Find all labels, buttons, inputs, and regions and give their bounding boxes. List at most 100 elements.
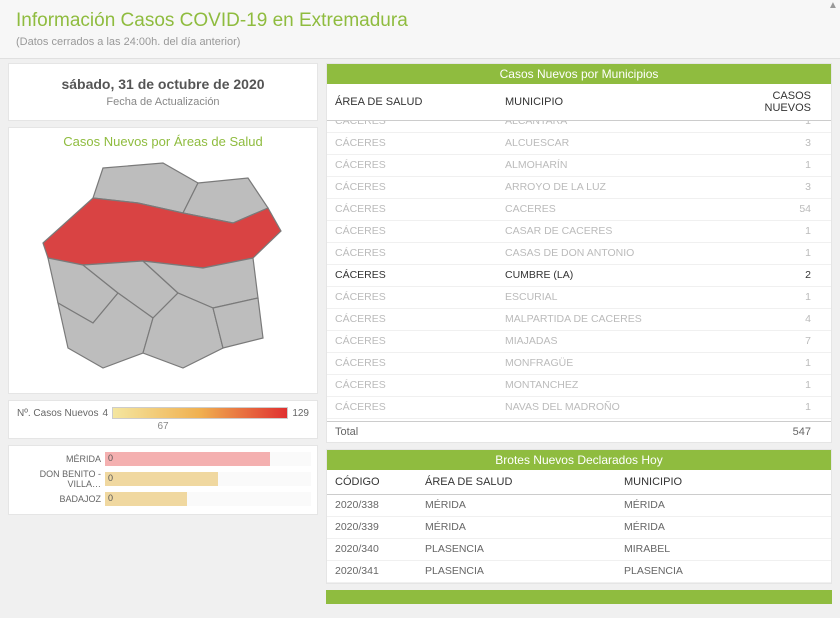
bar-row[interactable]: MÉRIDA0 xyxy=(15,450,311,468)
scroll-up-icon[interactable]: ▲ xyxy=(828,0,838,14)
cell-casos: 3 xyxy=(743,179,823,196)
cell-casos: 1 xyxy=(743,289,823,306)
update-date-label: Fecha de Actualización xyxy=(9,96,317,108)
table-row[interactable]: CÁCERESMIAJADAS7 xyxy=(327,331,831,353)
bar-label: DON BENITO - VILLA… xyxy=(15,469,105,489)
brotes-table-panel: Brotes Nuevos Declarados Hoy CÓDIGO ÁREA… xyxy=(326,449,832,584)
table-row[interactable]: CÁCERESTRUJILLO1 xyxy=(327,419,831,421)
cell-municipio: MÉRIDA xyxy=(624,519,823,536)
cell-area: CÁCERES xyxy=(335,333,505,350)
legend-min: 4 xyxy=(102,408,108,419)
bar-value: 0 xyxy=(108,473,113,483)
page-subtitle: (Datos cerrados a las 24:00h. del día an… xyxy=(16,36,824,48)
table-row[interactable]: CÁCERESALMOHARÍN1 xyxy=(327,155,831,177)
cell-municipio: MONTANCHEZ xyxy=(505,377,743,394)
footer-bar xyxy=(326,590,832,604)
cell-municipio: PLASENCIA xyxy=(624,563,823,580)
cell-area: CÁCERES xyxy=(335,179,505,196)
table-row[interactable]: CÁCERESCACERES54 xyxy=(327,199,831,221)
table-row[interactable]: CÁCERESARROYO DE LA LUZ3 xyxy=(327,177,831,199)
table-row[interactable]: 2020/340PLASENCIAMIRABEL xyxy=(327,539,831,561)
cell-area: CÁCERES xyxy=(335,355,505,372)
cell-area: MÉRIDA xyxy=(425,519,624,536)
header-municipio[interactable]: MUNICIPIO xyxy=(505,96,743,108)
table-row[interactable]: 2020/341PLASENCIAPLASENCIA xyxy=(327,561,831,583)
casos-table-body[interactable]: CÁCERESALCÁNTARA1CÁCERESALCUESCAR3CÁCERE… xyxy=(327,121,831,421)
table-row[interactable]: CÁCERESNAVAS DEL MADROÑO1 xyxy=(327,397,831,419)
bar-track: 0 xyxy=(105,492,311,506)
table-row[interactable]: CÁCERESMONTANCHEZ1 xyxy=(327,375,831,397)
cell-area: PLASENCIA xyxy=(425,563,624,580)
cell-municipio: CASAS DE DON ANTONIO xyxy=(505,245,743,262)
bars-panel: MÉRIDA0DON BENITO - VILLA…0BADAJOZ0 xyxy=(8,445,318,515)
page-header: Información Casos COVID-19 en Extremadur… xyxy=(0,0,840,59)
map-title: Casos Nuevos por Áreas de Salud xyxy=(9,134,317,149)
total-label: Total xyxy=(335,426,505,438)
cell-casos: 1 xyxy=(743,399,823,416)
table-row[interactable]: 2020/338MÉRIDAMÉRIDA xyxy=(327,495,831,517)
header-municipio-brotes[interactable]: MUNICIPIO xyxy=(624,476,823,488)
extremadura-map[interactable] xyxy=(23,153,303,383)
cell-area: CÁCERES xyxy=(335,201,505,218)
cell-area: CÁCERES xyxy=(335,399,505,416)
bar-label: BADAJOZ xyxy=(15,494,105,504)
cell-municipio: ESCURIAL xyxy=(505,289,743,306)
header-area-brotes[interactable]: ÁREA DE SALUD xyxy=(425,476,624,488)
cell-area: CÁCERES xyxy=(335,267,505,284)
cell-area: CÁCERES xyxy=(335,135,505,152)
cell-municipio: ALMOHARÍN xyxy=(505,157,743,174)
table-row[interactable]: CÁCERESCUMBRE (LA)2 xyxy=(327,265,831,287)
header-area[interactable]: ÁREA DE SALUD xyxy=(335,96,505,108)
casos-table-header: ÁREA DE SALUD MUNICIPIO CASOS NUEVOS ▲ xyxy=(327,84,831,121)
bar-track: 0 xyxy=(105,472,311,486)
header-casos[interactable]: CASOS NUEVOS xyxy=(743,90,823,114)
cell-municipio: CACERES xyxy=(505,201,743,218)
cell-area: CÁCERES xyxy=(335,157,505,174)
legend-label: Nº. Casos Nuevos xyxy=(17,408,98,419)
cell-codigo: 2020/341 xyxy=(335,563,425,580)
bar-row[interactable]: DON BENITO - VILLA…0 xyxy=(15,470,311,488)
cell-casos: 4 xyxy=(743,311,823,328)
casos-table-panel: Casos Nuevos por Municipios ÁREA DE SALU… xyxy=(326,63,832,443)
cell-area: CÁCERES xyxy=(335,311,505,328)
page-title: Información Casos COVID-19 en Extremadur… xyxy=(16,10,824,32)
total-value: 547 xyxy=(743,426,823,438)
cell-casos: 54 xyxy=(743,201,823,218)
table-row[interactable]: CÁCERESCASAS DE DON ANTONIO1 xyxy=(327,243,831,265)
table-row[interactable]: CÁCERESMALPARTIDA DE CACERES4 xyxy=(327,309,831,331)
cell-municipio: CASAR DE CACERES xyxy=(505,223,743,240)
cell-municipio: ALCUESCAR xyxy=(505,135,743,152)
bar-fill xyxy=(105,472,218,486)
legend-mid: 67 xyxy=(17,421,309,432)
legend-gradient xyxy=(112,407,288,419)
cell-municipio: MALPARTIDA DE CACERES xyxy=(505,311,743,328)
bar-row[interactable]: BADAJOZ0 xyxy=(15,490,311,508)
table-row[interactable]: CÁCERESESCURIAL1 xyxy=(327,287,831,309)
cell-municipio: ARROYO DE LA LUZ xyxy=(505,179,743,196)
bar-value: 0 xyxy=(108,493,113,503)
cell-area: CÁCERES xyxy=(335,245,505,262)
header-codigo[interactable]: CÓDIGO xyxy=(335,476,425,488)
table-row[interactable]: 2020/339MÉRIDAMÉRIDA xyxy=(327,517,831,539)
cell-municipio: NAVAS DEL MADROÑO xyxy=(505,399,743,416)
cell-casos: 7 xyxy=(743,333,823,350)
cell-area: MÉRIDA xyxy=(425,497,624,514)
cell-casos: 3 xyxy=(743,135,823,152)
table-row[interactable]: CÁCERESALCUESCAR3 xyxy=(327,133,831,155)
brotes-table-body[interactable]: 2020/338MÉRIDAMÉRIDA2020/339MÉRIDAMÉRIDA… xyxy=(327,495,831,583)
legend-max: 129 xyxy=(292,408,309,419)
map-panel: Casos Nuevos por Áreas de Salud xyxy=(8,127,318,394)
bar-fill xyxy=(105,492,187,506)
legend-panel: Nº. Casos Nuevos 4 129 67 xyxy=(8,400,318,439)
casos-table-total-row: Total 547 xyxy=(327,421,831,442)
cell-municipio: MIAJADAS xyxy=(505,333,743,350)
brotes-table-title: Brotes Nuevos Declarados Hoy xyxy=(327,450,831,470)
date-panel: sábado, 31 de octubre de 2020 Fecha de A… xyxy=(8,63,318,121)
cell-codigo: 2020/340 xyxy=(335,541,425,558)
update-date: sábado, 31 de octubre de 2020 xyxy=(9,76,317,92)
cell-codigo: 2020/338 xyxy=(335,497,425,514)
table-row[interactable]: CÁCERESMONFRAGÜE1 xyxy=(327,353,831,375)
cell-municipio: CUMBRE (LA) xyxy=(505,267,743,284)
cell-area: CÁCERES xyxy=(335,377,505,394)
table-row[interactable]: CÁCERESCASAR DE CACERES1 xyxy=(327,221,831,243)
